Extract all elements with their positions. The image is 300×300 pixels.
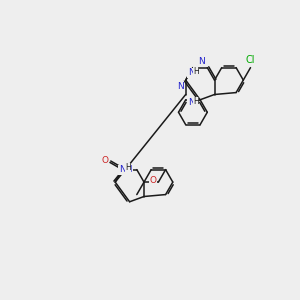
Text: N: N — [199, 57, 205, 66]
Text: N: N — [188, 68, 194, 77]
Text: NH: NH — [119, 165, 132, 174]
Text: N: N — [177, 82, 184, 91]
Text: N: N — [188, 98, 194, 107]
Text: H: H — [193, 68, 199, 76]
Text: H: H — [125, 164, 131, 172]
Text: O: O — [150, 176, 157, 185]
Text: H: H — [193, 97, 199, 106]
Text: Cl: Cl — [246, 55, 255, 65]
Text: O: O — [101, 156, 108, 165]
